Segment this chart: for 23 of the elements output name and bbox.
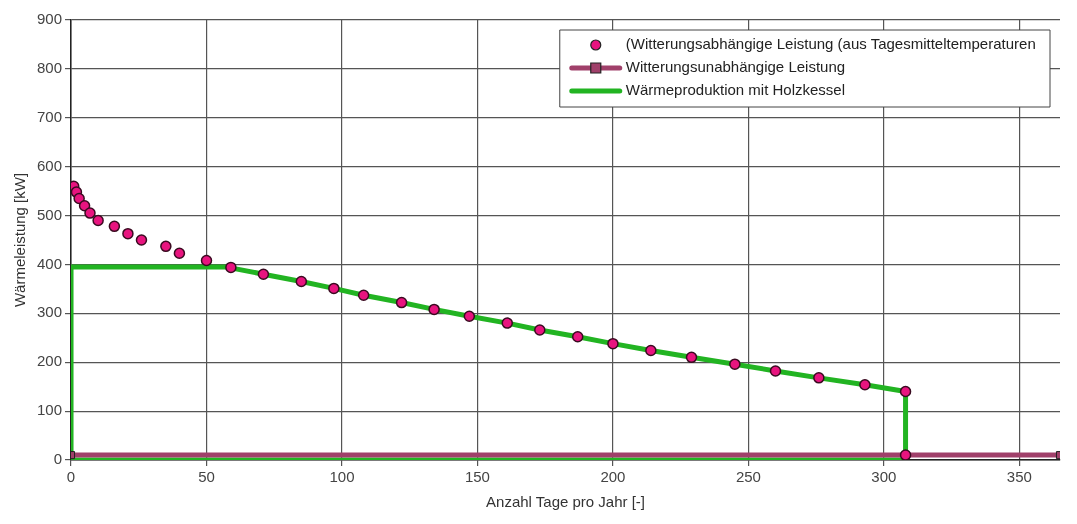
x-axis-title: Anzahl Tage pro Jahr [-] [486,493,646,511]
y-tick-label: 200 [37,352,63,370]
x-tick-label: 100 [329,468,355,486]
y-tick-label: 0 [53,450,63,468]
x-tick-label: 250 [735,468,761,486]
legend-label: Witterungsunabhängige Leistung [625,58,846,76]
y-tick-label: 400 [37,254,63,272]
x-tick-label: 200 [600,468,626,486]
x-tick-label: 300 [871,468,897,486]
y-tick-label: 500 [37,205,63,223]
y-tick-label: 900 [37,10,63,28]
y-tick-label: 800 [37,59,63,77]
x-tick-label: 50 [198,468,215,486]
y-tick-label: 100 [37,401,63,419]
x-tick-label: 0 [66,468,76,486]
x-tick-label: 150 [464,468,490,486]
y-tick-label: 600 [37,156,63,174]
legend-label: (Witterungsabhängige Leistung (aus Tagesmitteltemperaturen [625,35,1036,53]
legend-label: Wärmeproduktion mit Holzkessel [625,81,846,99]
x-tick-label: 350 [1006,468,1032,486]
y-tick-label: 300 [37,303,63,321]
y-tick-label: 700 [37,107,63,125]
y-axis-title: Wärmeleistung [kW] [11,172,29,308]
